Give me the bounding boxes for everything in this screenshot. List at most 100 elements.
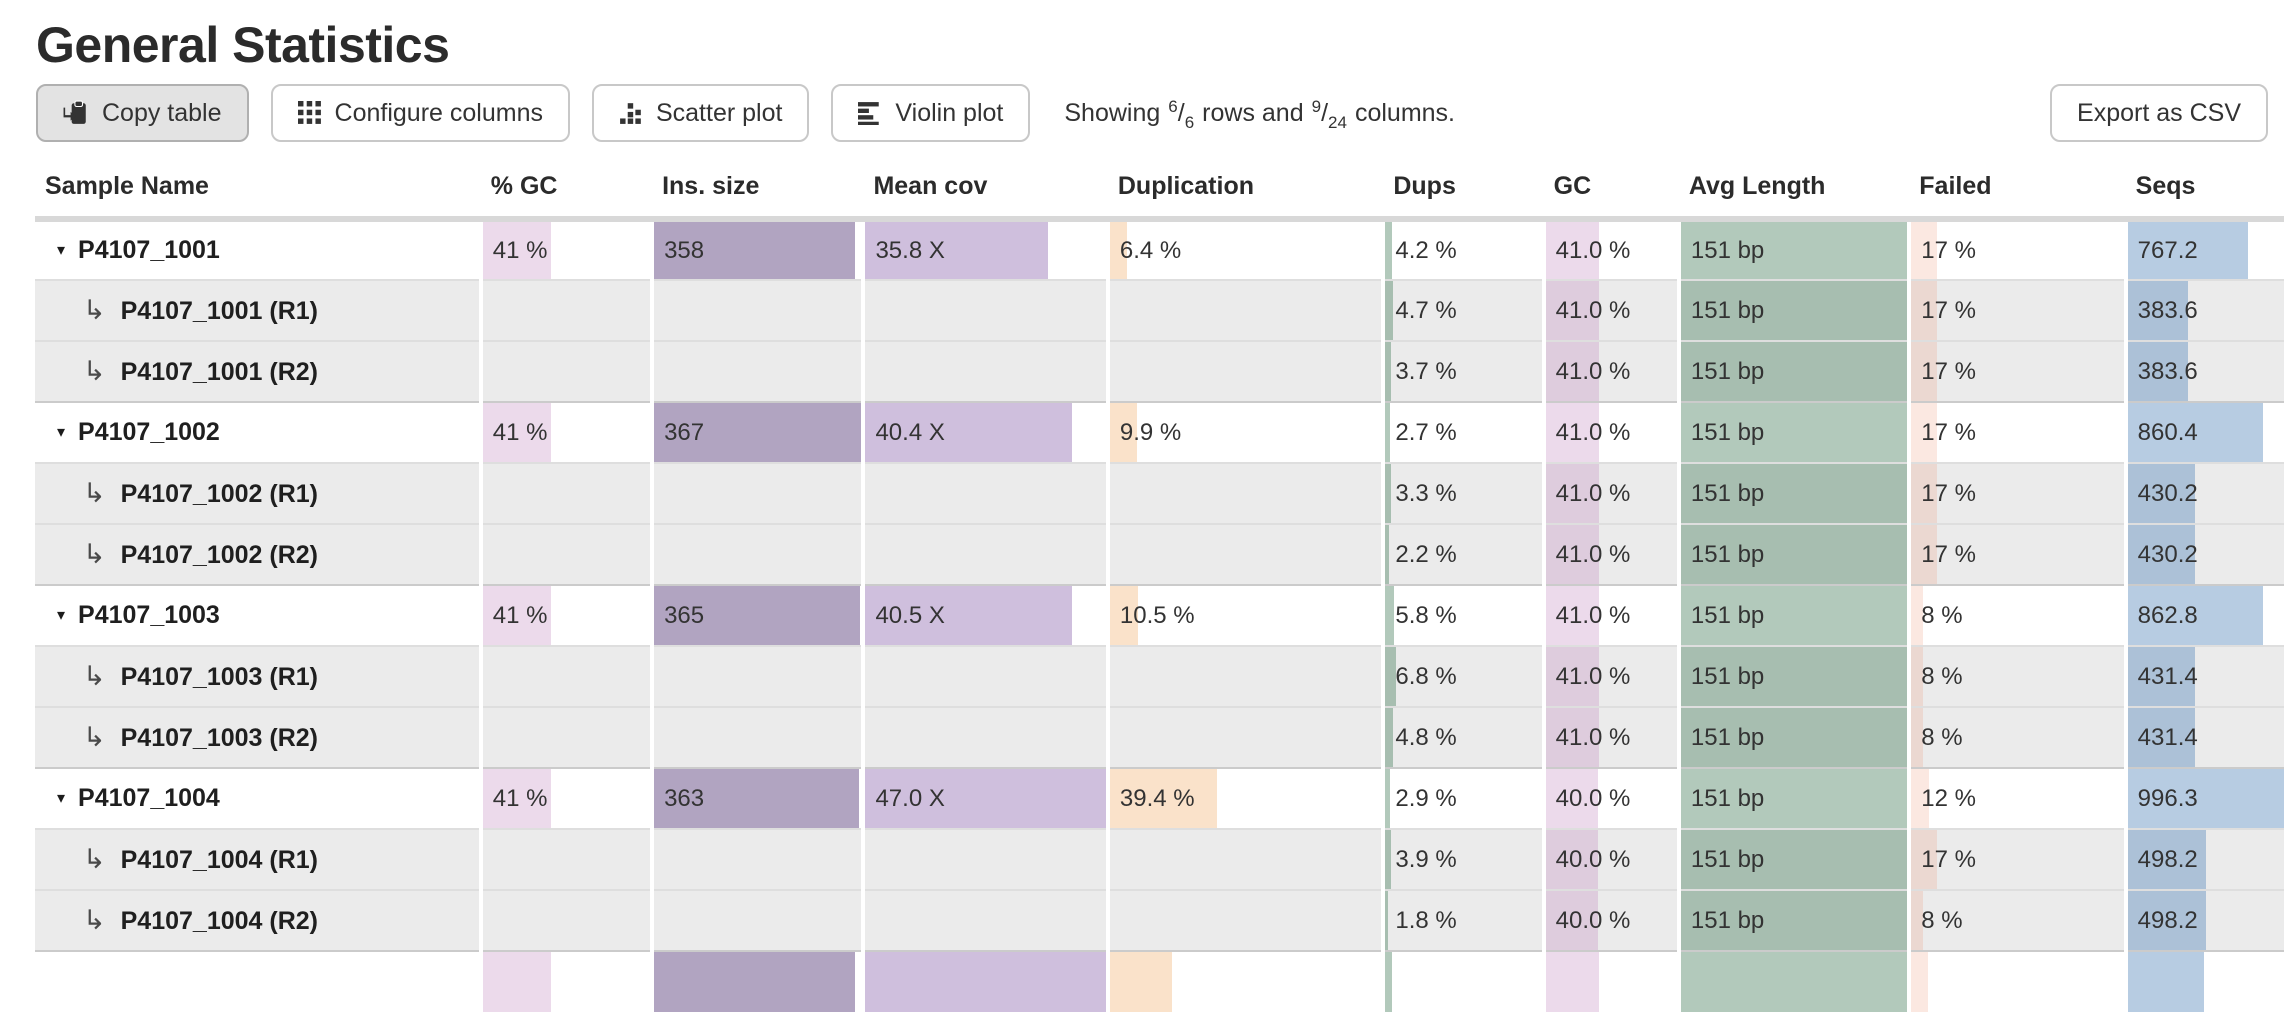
cell-gc-pct [478,951,653,1012]
export-csv-button[interactable]: Export as CSV [2050,84,2268,142]
bar-avg-length [1682,281,1908,340]
column-header-gc[interactable]: GC [1543,160,1679,222]
cell-dups: 3.9 % [1381,829,1544,890]
bar-ins-size [656,222,856,279]
cell-failed: 12 % [1907,768,2126,829]
bar-dups [1387,525,1389,584]
cell-gc: 40.0 % [1541,829,1679,890]
cell-value: 383.6 [2137,296,2198,324]
page-title: General Statistics [36,17,450,73]
bar-dups [1387,403,1390,462]
cell-dups: 6.8 % [1381,646,1544,707]
cell-failed: 8 % [1907,890,2126,951]
cell-ins-size: 365 [650,585,864,646]
sample-name: P4107_1003 (R1) [120,663,318,691]
cell-value: 41.0 % [1555,418,1631,446]
cell-gc-pct [478,890,653,951]
table-body: ▾ P4107_1001 41 % 358 35.8 X 6.4 % 4.2 % 41.0 %… [35,219,2284,1012]
cell-failed: 17 % [1907,524,2126,585]
bar-gc [1547,525,1600,584]
column-header-gc-pct[interactable]: % GC [480,160,653,222]
bar-gc [1547,830,1599,889]
cell-value: 2.2 % [1395,540,1457,568]
cell-avg-length [1676,951,1910,1012]
bar-gc [1547,891,1599,950]
bar-duplication [1111,769,1217,828]
row-expand-icon[interactable]: ▾ [57,790,66,807]
cell-avg-length: 151 bp [1676,768,1910,829]
bar-gc [1547,403,1600,462]
cell-dups: 3.7 % [1381,341,1544,402]
cell-gc: 41.0 % [1541,524,1679,585]
cell-value: 41.0 % [1555,479,1631,507]
cell-dups: 4.8 % [1381,707,1544,768]
cell-value: 5.8 % [1395,601,1457,629]
sample-name: P4107_1003 (R2) [120,724,318,752]
cell-dups: 3.3 % [1381,463,1544,524]
cell-ins-size [650,890,864,951]
cell-value: 41 % [492,601,548,629]
cell-value: 41.0 % [1555,723,1631,751]
rows-fraction: 6/6 [1168,96,1195,132]
cell-value: 151 bp [1690,906,1765,934]
bar-avg-length [1682,891,1908,950]
column-header-sample-name[interactable]: Sample Name [35,160,481,222]
cell-value: 41.0 % [1555,357,1631,385]
column-header-avg-length[interactable]: Avg Length [1678,160,1910,222]
column-header-dups[interactable]: Dups [1383,160,1544,222]
cell-seqs: 862.8 [2123,585,2284,646]
cell-seqs: 430.2 [2123,524,2284,585]
cell-dups: 2.9 % [1381,768,1544,829]
row-expand-icon[interactable]: ▾ [57,242,66,259]
cell-avg-length: 151 bp [1676,829,1910,890]
cell-value: 17 % [1921,296,1976,324]
columns-fraction: 9/24 [1311,96,1347,132]
configure-columns-button[interactable]: Configure columns [270,84,570,142]
cell-value: 41.0 % [1555,601,1631,629]
bar-mean-cov [867,403,1073,462]
bar-duplication [1111,586,1139,645]
cell-seqs: 383.6 [2123,341,2284,402]
cell-value: 17 % [1921,845,1976,873]
cell-value: 430.2 [2137,540,2198,568]
cell-mean-cov: 40.5 X [861,585,1108,646]
cell-value: 35.8 X [875,236,945,264]
bar-gc [1547,342,1600,401]
sample-name: P4107_1001 [78,236,220,264]
cell-seqs: 431.4 [2123,646,2284,707]
cell-gc: 41.0 % [1541,280,1679,341]
column-header-ins-size[interactable]: Ins. size [652,160,864,222]
column-header-duplication[interactable]: Duplication [1107,160,1384,222]
cell-gc-pct [478,707,653,768]
cell-dups: 2.7 % [1381,402,1544,463]
bar-duplication [1111,952,1173,1012]
sample-name-cell: ↳ P4107_1002 (R2) [35,524,481,585]
cell-duplication [1105,463,1384,524]
copy-table-button[interactable]: Copy table [36,84,249,142]
bar-avg-length [1682,586,1908,645]
sample-name: P4107_1001 (R2) [120,358,318,386]
cell-value: 3.3 % [1395,479,1457,507]
bar-gc [1547,281,1600,340]
column-header-failed[interactable]: Failed [1909,160,2126,222]
row-expand-icon[interactable]: ▾ [57,424,66,441]
subrow-arrow-icon: ↳ [83,722,106,752]
bar-failed [1913,281,1937,340]
cell-seqs: 498.2 [2123,890,2284,951]
cell-value: 151 bp [1690,479,1765,507]
column-header-seqs[interactable]: Seqs [2125,160,2284,222]
cell-dups: 2.2 % [1381,524,1544,585]
column-header-mean-cov[interactable]: Mean cov [863,160,1108,222]
cell-gc: 41.0 % [1541,219,1679,280]
row-expand-icon[interactable]: ▾ [57,607,66,624]
cell-gc-pct [478,280,653,341]
bar-dups [1387,222,1392,279]
scatter-plot-button[interactable]: Scatter plot [591,84,810,142]
copy-table-label: Copy table [102,98,222,127]
cell-duplication [1105,951,1384,1012]
cell-value: 4.7 % [1395,296,1457,324]
cell-avg-length: 151 bp [1676,707,1910,768]
violin-plot-button[interactable]: Violin plot [831,84,1031,142]
cell-duplication [1105,341,1384,402]
bar-gc-pct [484,952,552,1012]
